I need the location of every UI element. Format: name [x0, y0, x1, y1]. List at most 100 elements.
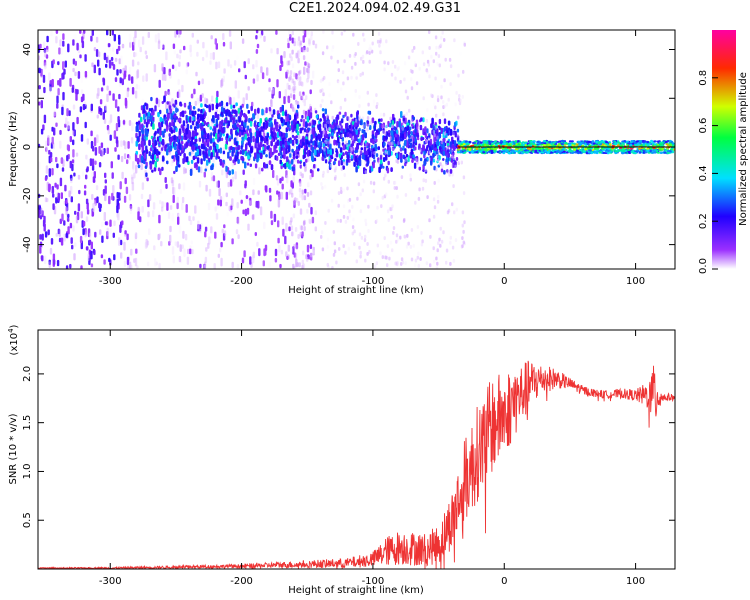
spectrogram-cell [379, 50, 382, 55]
spectrogram-cell [207, 242, 210, 249]
spectrogram-cell [309, 112, 313, 119]
spectrogram-cell [322, 129, 326, 134]
spectrogram-cell [428, 218, 431, 223]
spectrogram-cell [359, 73, 362, 77]
spectrogram-cell [47, 229, 50, 236]
spectrogram-cell [208, 106, 211, 113]
spectrogram-cell [437, 158, 440, 163]
spectrogram-cell [301, 47, 304, 53]
spectrogram-cell [456, 133, 459, 138]
spectrogram-cell [94, 203, 97, 210]
spectrogram-cell [320, 230, 324, 235]
spectrogram-cell [329, 163, 333, 168]
spectrogram-cell [215, 104, 219, 110]
spectrogram-cell [410, 228, 414, 232]
spectrogram-cell [283, 96, 286, 105]
spectrogram-cell [330, 100, 333, 105]
spectrogram-cell [288, 226, 291, 232]
spectrogram-cell [108, 43, 111, 48]
spectrogram-cell [428, 74, 431, 79]
spectrogram-cell [172, 129, 176, 133]
spectrogram-cell [416, 255, 419, 260]
spectrogram-cell [259, 118, 262, 124]
spectrogram-cell [389, 142, 393, 146]
spectrogram-cell [140, 162, 143, 171]
spectrogram-cell [383, 157, 386, 162]
spectrogram-cell [348, 209, 351, 214]
spectrogram-cell [214, 206, 217, 212]
spectrogram-cell [152, 109, 155, 116]
spectrogram-cell [204, 256, 208, 264]
spectrogram-cell [147, 199, 150, 208]
spectrogram-cell [289, 189, 292, 195]
spectrogram-cell [126, 159, 129, 165]
spectrogram-cell [90, 241, 93, 250]
spectrogram-cell [326, 169, 330, 174]
spectrogram-cell [358, 138, 361, 143]
spectrogram-cell [263, 162, 266, 168]
spectrogram-cell [284, 235, 287, 245]
spectrogram-cell [159, 126, 162, 131]
spectrogram-cell [231, 109, 235, 114]
spectrogram-cell [67, 226, 70, 235]
spectrogram-cell [185, 69, 188, 75]
spectrogram-cell [134, 30, 137, 39]
spectrogram-cell [270, 117, 273, 121]
spectrogram-cell [330, 198, 334, 203]
spectrogram-cell [228, 149, 232, 153]
spectrogram-cell [185, 114, 188, 121]
spectrogram-cell [359, 192, 362, 197]
spectrogram-cell [237, 108, 241, 114]
spectrogram-cell [392, 226, 396, 231]
spectrogram-cell [70, 237, 73, 244]
spectrogram-cell [39, 245, 42, 254]
spectrogram-cell [75, 152, 79, 157]
spectrogram-cell [283, 132, 286, 137]
spectrogram-cell [451, 154, 454, 159]
spectrogram-cell [281, 183, 284, 190]
spectrogram-cell [429, 263, 432, 268]
spectrogram-cell [295, 258, 298, 268]
spectrogram-cell [384, 131, 387, 136]
spectrogram-cell [277, 152, 281, 156]
spectrogram-cell [140, 193, 144, 200]
spectrogram-cell [248, 200, 251, 207]
spectrogram-cell [419, 257, 422, 261]
spectrogram-cell [181, 202, 184, 211]
spectrogram-cell [67, 121, 70, 130]
spectrogram-cell [197, 124, 200, 129]
spectrogram-cell [400, 175, 404, 180]
spectrogram-cell [250, 105, 253, 112]
spectrogram-cell [297, 50, 300, 59]
spectrogram-cell [179, 49, 182, 54]
spectrogram-cell [158, 151, 161, 155]
spectrogram-cell [289, 75, 292, 80]
spectrogram-cell [337, 136, 340, 144]
spectrogram-cell [237, 216, 240, 225]
spectrogram-cell [390, 72, 394, 77]
spectrogram-cell [118, 93, 121, 100]
spectrogram-cell [169, 234, 172, 244]
spectrogram-cell [120, 140, 123, 147]
spectrogram-cell [185, 127, 189, 135]
spectrogram-cell [150, 96, 153, 102]
spectrogram-cell [423, 150, 426, 156]
spectrogram-cell [413, 60, 417, 65]
spectrogram-cell [333, 139, 336, 146]
spectrogram-cell [165, 183, 168, 189]
spectrogram-cell [422, 96, 425, 101]
spectrogram-cell [352, 130, 355, 136]
spectrogram-cell [77, 174, 81, 180]
spectrogram-cell [111, 172, 114, 179]
spectrogram-cell [114, 99, 118, 109]
spectrogram-cell [75, 215, 79, 224]
spectrogram-cell [155, 97, 159, 105]
spectrogram-cell [118, 34, 121, 40]
spectrogram-cell [78, 189, 81, 195]
spectrogram-cell [154, 161, 157, 168]
spectrogram-cell [394, 76, 397, 81]
spectrogram-cell [125, 186, 129, 195]
spectrogram-cell [183, 45, 186, 51]
spectrogram-cell [192, 130, 195, 138]
spectrogram-cell [291, 159, 294, 163]
